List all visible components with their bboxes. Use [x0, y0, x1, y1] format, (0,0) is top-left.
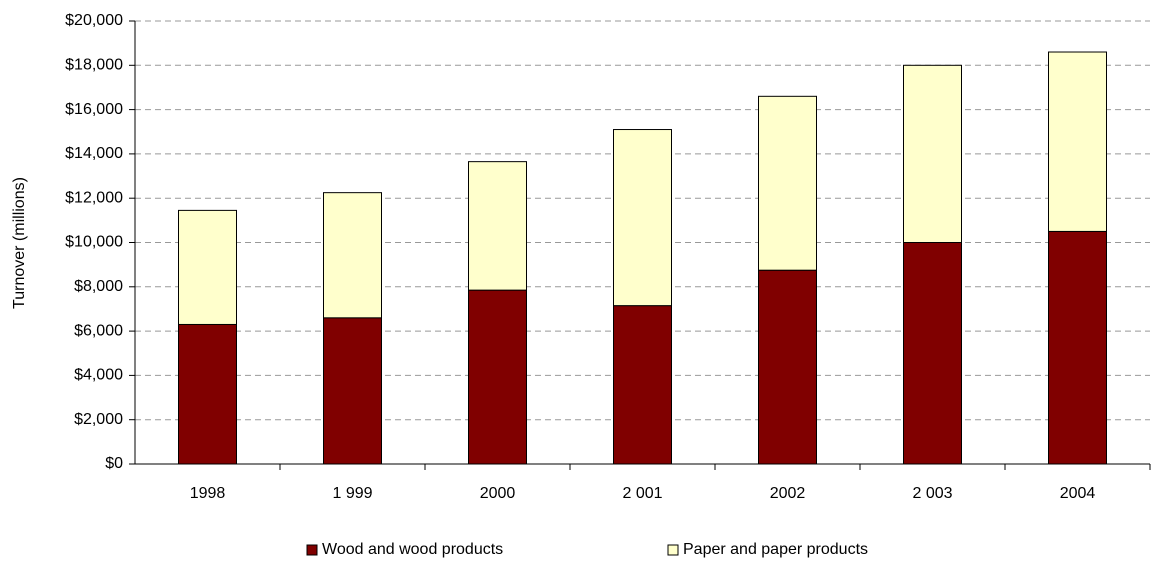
- bar-segment: [1048, 51, 1107, 232]
- bar-segment: [903, 64, 962, 243]
- bar-segment: [758, 95, 817, 271]
- legend-label: Paper and paper products: [683, 541, 868, 558]
- legend-swatch: [306, 544, 318, 556]
- y-tick-label: $0: [105, 455, 123, 472]
- y-tick-label: $8,000: [74, 278, 123, 295]
- bar-segment: [1048, 230, 1107, 465]
- bar-segment: [903, 242, 962, 465]
- y-tick-label: $4,000: [74, 367, 123, 384]
- y-tick-label: $20,000: [65, 12, 123, 29]
- x-tick-label: 2 001: [622, 485, 662, 502]
- bar-segment: [613, 305, 672, 465]
- x-tick-label: 1 999: [332, 485, 372, 502]
- y-tick-label: $10,000: [65, 234, 123, 251]
- y-tick-label: $2,000: [74, 411, 123, 428]
- y-tick-label: $6,000: [74, 322, 123, 339]
- y-axis-label: Turnover (millions): [11, 177, 28, 309]
- bar-segment: [323, 317, 382, 465]
- y-tick-label: $16,000: [65, 101, 123, 118]
- y-tick-label: $18,000: [65, 57, 123, 74]
- x-tick-label: 1998: [190, 485, 226, 502]
- bar-segment: [613, 129, 672, 307]
- legend-swatch: [667, 544, 679, 556]
- bar-segment: [468, 289, 527, 465]
- bar-segment: [323, 192, 382, 319]
- y-tick-label: $12,000: [65, 189, 123, 206]
- x-tick-label: 2 003: [912, 485, 952, 502]
- bar-segment: [178, 323, 237, 465]
- legend-label: Wood and wood products: [322, 541, 503, 558]
- bar-segment: [468, 161, 527, 291]
- bar-segment: [758, 269, 817, 465]
- x-tick-label: 2000: [480, 485, 516, 502]
- x-tick-label: 2004: [1060, 485, 1096, 502]
- bar-segment: [178, 209, 237, 325]
- y-tick-label: $14,000: [65, 145, 123, 162]
- x-tick-label: 2002: [770, 485, 806, 502]
